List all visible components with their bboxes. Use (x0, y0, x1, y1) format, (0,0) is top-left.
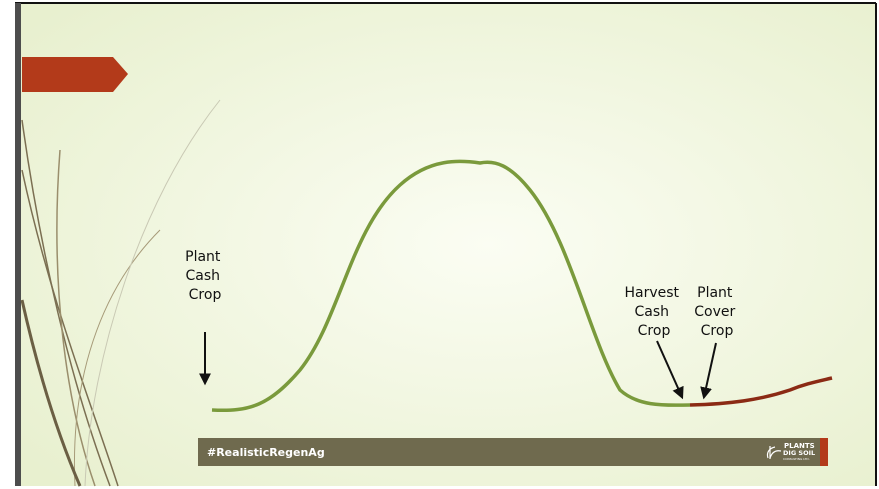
label: Harvest Cash Crop (625, 285, 684, 339)
hashtag: #RealisticRegenAg (207, 446, 325, 459)
title-arrow (22, 57, 128, 92)
logo: PLANTS DIG SOIL CONSULTING LTD. (766, 442, 815, 461)
logo-text: CONSULTING LTD. (783, 457, 810, 461)
label-line: Crop (189, 287, 222, 303)
footer-bar (198, 438, 820, 466)
growth-curve (211, 159, 691, 413)
label: Plant Cash Crop (185, 249, 225, 303)
label-line: Cover (694, 304, 735, 320)
label-line: Crop (638, 323, 671, 339)
label-line: Harvest (625, 285, 680, 301)
label-line: Cash (635, 304, 670, 320)
label-line: Crop (701, 323, 734, 339)
label: Plant Cover Crop (694, 285, 739, 339)
logo-icon (766, 446, 782, 459)
cover-crop-curve (689, 376, 833, 407)
arrow (656, 340, 684, 400)
logo-text: PLANTS (784, 442, 815, 450)
label-line: Cash (186, 268, 221, 284)
logo-text: DIG SOIL (783, 449, 815, 457)
label-line: Plant (185, 249, 221, 265)
footer-accent (820, 438, 828, 466)
arrow (700, 342, 717, 400)
grass-decor (20, 99, 221, 487)
left-border (15, 3, 21, 486)
label-line: Plant (697, 285, 733, 301)
background (15, 3, 876, 486)
